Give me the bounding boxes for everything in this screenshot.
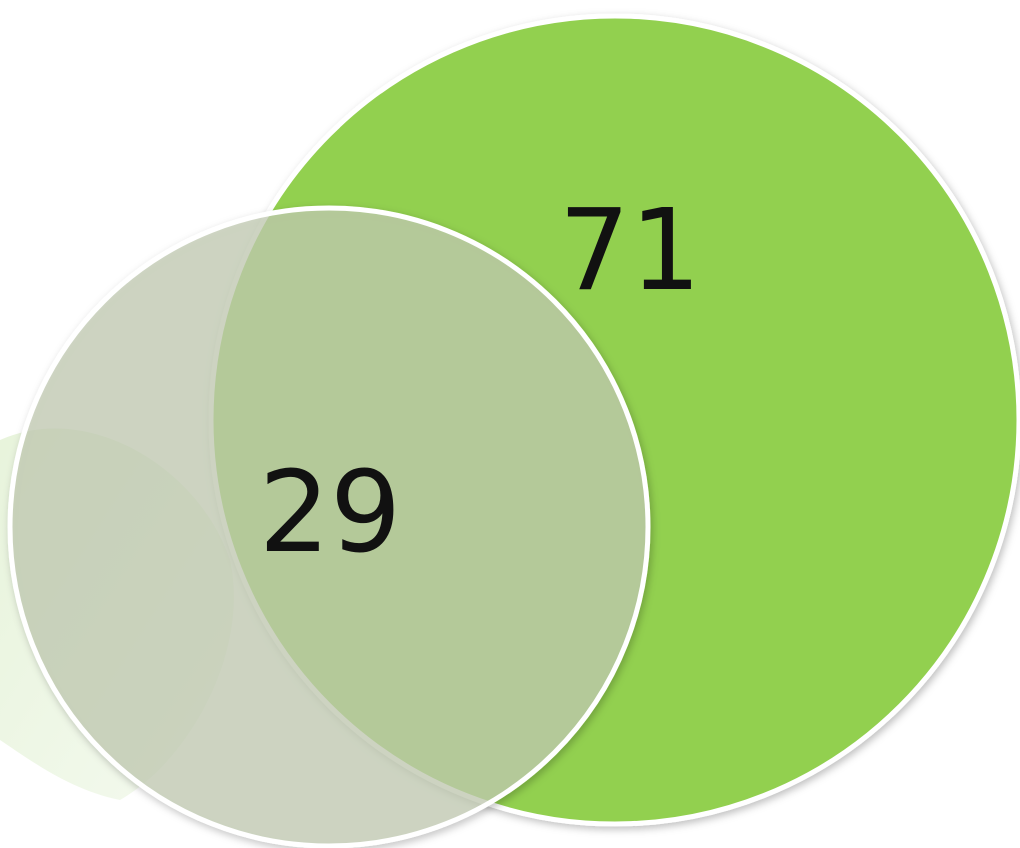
value-label: 71	[559, 186, 702, 316]
value-label: 29	[259, 448, 402, 578]
venn-circle	[7, 205, 651, 848]
